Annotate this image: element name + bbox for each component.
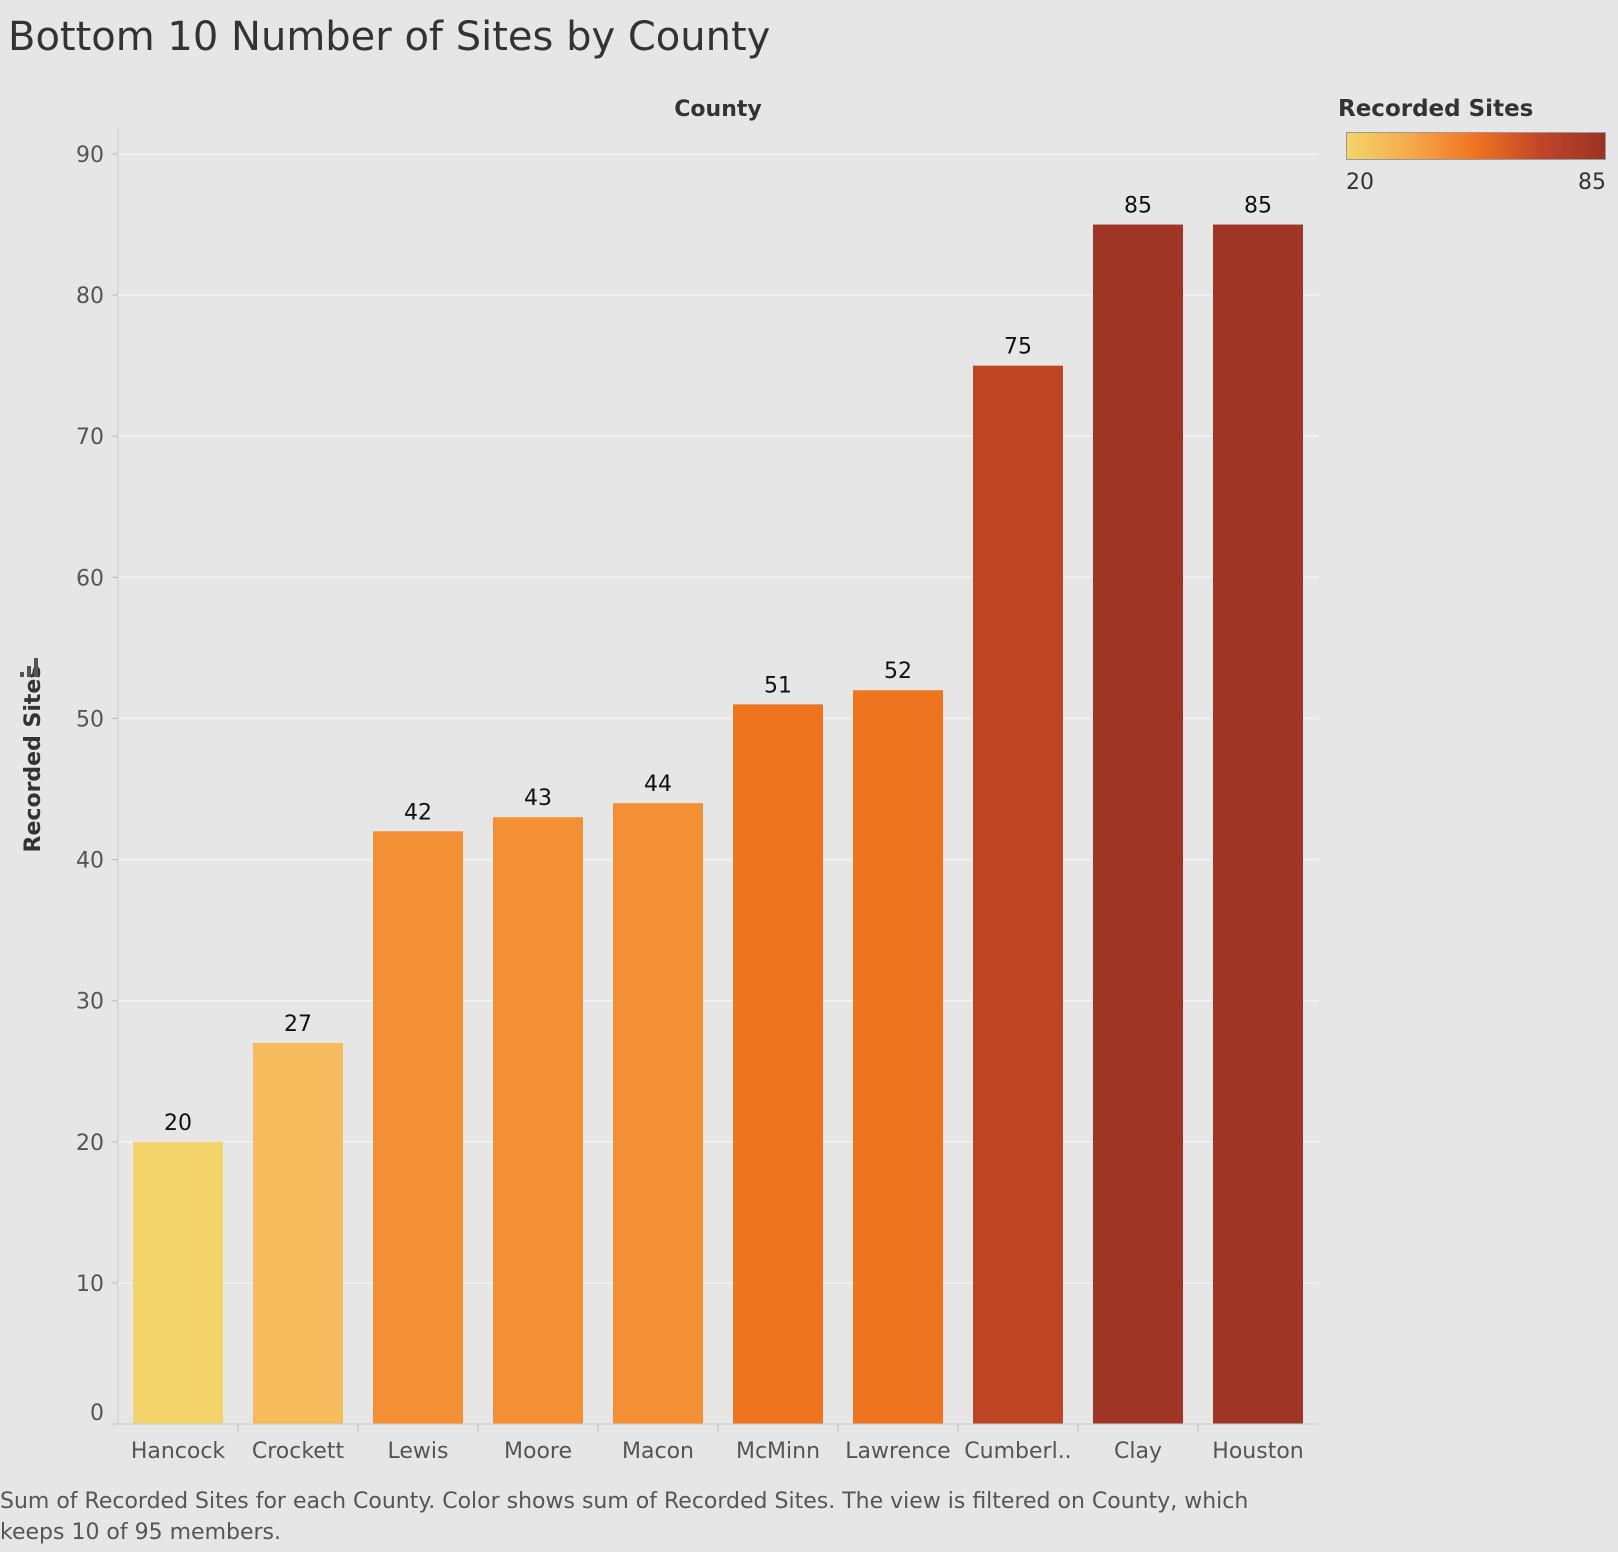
bar-lewis[interactable] bbox=[373, 831, 463, 1424]
y-tick-label: 60 bbox=[76, 566, 104, 591]
legend-min-label: 20 bbox=[1346, 170, 1374, 195]
x-tick-label: Houston bbox=[1212, 1439, 1303, 1464]
bar-value-label: 27 bbox=[284, 1012, 312, 1037]
bar-value-label: 43 bbox=[524, 786, 552, 811]
x-tick-label: Moore bbox=[504, 1439, 572, 1464]
y-tick-label: 90 bbox=[76, 143, 104, 168]
legend-max-label: 85 bbox=[1578, 170, 1606, 195]
x-tick-label: Lawrence bbox=[845, 1439, 950, 1464]
x-tick-label: Lewis bbox=[388, 1439, 449, 1464]
bar-lawrence[interactable] bbox=[853, 690, 943, 1424]
y-tick-label: 30 bbox=[76, 990, 104, 1015]
sort-icon[interactable] bbox=[20, 658, 38, 677]
bar-hancock[interactable] bbox=[133, 1141, 223, 1424]
bar-crockett[interactable] bbox=[253, 1043, 343, 1424]
bar-cumberl[interactable] bbox=[973, 365, 1063, 1425]
bar-value-label: 44 bbox=[644, 772, 672, 797]
chart-caption: Sum of Recorded Sites for each County. C… bbox=[0, 1489, 1249, 1545]
x-tick-label: Crockett bbox=[252, 1439, 345, 1464]
y-tick-label: 0 bbox=[90, 1401, 104, 1426]
bar-value-label: 85 bbox=[1124, 194, 1152, 219]
bars bbox=[133, 224, 1303, 1425]
bar-value-label: 52 bbox=[884, 659, 912, 684]
legend-title: Recorded Sites bbox=[1338, 96, 1534, 122]
y-tick-label: 40 bbox=[76, 849, 104, 874]
bar-moore[interactable] bbox=[493, 817, 583, 1424]
bar-value-label: 42 bbox=[404, 800, 432, 825]
y-tick-label: 50 bbox=[76, 707, 104, 732]
bar-value-label: 51 bbox=[764, 673, 792, 698]
x-axis-title: County bbox=[674, 97, 761, 122]
bar-chart: 0 10 20 30 40 50 60 70 80 90 20 27 42 43 44 51 52 75 85 85… bbox=[20, 97, 1318, 1464]
x-tick-label: Cumberl.. bbox=[964, 1439, 1071, 1464]
bar-mcminn[interactable] bbox=[733, 704, 823, 1424]
y-axis-title: Recorded Sites bbox=[21, 666, 46, 853]
chart-title: Bottom 10 Number of Sites by County bbox=[8, 14, 771, 60]
x-tick-label: Hancock bbox=[131, 1439, 226, 1464]
y-tick-label: 10 bbox=[76, 1272, 104, 1297]
bar-value-label: 20 bbox=[164, 1111, 192, 1136]
bar-value-label: 75 bbox=[1004, 335, 1032, 360]
bar-macon[interactable] bbox=[613, 803, 703, 1424]
y-tick-label: 80 bbox=[76, 284, 104, 309]
x-tick-label: McMinn bbox=[736, 1439, 820, 1464]
x-tick-label: Macon bbox=[622, 1439, 694, 1464]
y-tick-label: 20 bbox=[76, 1131, 104, 1156]
data-labels: 20 27 42 43 44 51 52 75 85 85 bbox=[164, 194, 1272, 1136]
y-axis: 0 10 20 30 40 50 60 70 80 90 bbox=[76, 128, 119, 1426]
bar-value-label: 85 bbox=[1244, 194, 1272, 219]
bar-houston[interactable] bbox=[1213, 224, 1303, 1425]
x-tick-label: Clay bbox=[1114, 1439, 1162, 1464]
y-tick-label: 70 bbox=[76, 425, 104, 450]
x-axis: Hancock Crockett Lewis Moore Macon McMinn Lawr… bbox=[118, 1423, 1318, 1464]
bar-clay[interactable] bbox=[1093, 224, 1183, 1425]
color-legend-gradient bbox=[1346, 132, 1606, 160]
